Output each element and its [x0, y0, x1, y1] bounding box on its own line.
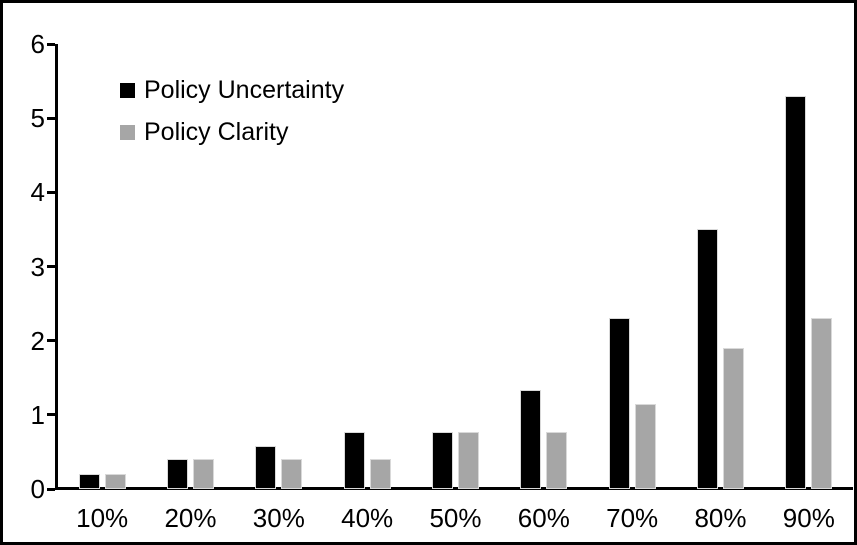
y-axis-tick — [47, 117, 55, 120]
bar-policy-clarity-10% — [104, 474, 126, 489]
x-axis-tick-label: 30% — [252, 503, 305, 533]
bar-policy-uncertainty-60% — [520, 390, 542, 489]
y-axis-line — [55, 44, 58, 490]
y-axis-tick-label: 3 — [30, 251, 45, 282]
bar-policy-uncertainty-90% — [785, 95, 807, 489]
bar-policy-clarity-90% — [811, 318, 833, 489]
x-axis-tick-label: 90% — [782, 503, 835, 533]
x-axis-line — [55, 487, 853, 490]
y-axis-tick — [47, 488, 55, 491]
bar-policy-clarity-80% — [723, 348, 744, 489]
bar-policy-uncertainty-50% — [432, 431, 453, 489]
x-axis-tick-label: 50% — [429, 503, 482, 533]
y-axis-tick — [47, 413, 55, 416]
y-axis-tick-label: 4 — [30, 177, 45, 208]
y-axis-tick-label: 1 — [30, 399, 45, 430]
y-axis-tick-label: 0 — [30, 474, 45, 504]
legend-label-policy-uncertainty: Policy Uncertainty — [144, 76, 345, 104]
y-axis-tick-label: 6 — [30, 29, 45, 59]
legend: Policy Uncertainty Policy Clarity — [120, 78, 344, 145]
y-axis-tick — [47, 191, 55, 194]
bar-policy-clarity-70% — [634, 403, 656, 489]
bar-policy-clarity-40% — [369, 459, 391, 489]
legend-item-policy-uncertainty: Policy Uncertainty — [120, 78, 344, 103]
x-axis-tick-label: 40% — [341, 503, 394, 533]
bar-policy-uncertainty-30% — [255, 445, 277, 489]
y-axis-tick — [47, 339, 55, 342]
x-axis-tick-label: 60% — [517, 503, 570, 533]
bar-policy-clarity-20% — [193, 459, 214, 489]
bar-policy-clarity-30% — [281, 459, 303, 489]
y-axis-tick-label: 2 — [30, 325, 45, 356]
x-axis-tick-label: 10% — [76, 503, 129, 533]
bar-policy-uncertainty-10% — [78, 474, 100, 489]
legend-item-policy-clarity: Policy Clarity — [120, 120, 344, 145]
y-axis-tick — [47, 265, 55, 268]
bar-policy-uncertainty-40% — [343, 431, 365, 489]
bar-policy-uncertainty-70% — [608, 318, 630, 489]
bar-policy-uncertainty-80% — [697, 229, 718, 489]
y-axis-tick — [47, 43, 55, 46]
bar-policy-clarity-60% — [546, 431, 568, 489]
legend-swatch-policy-uncertainty — [120, 83, 135, 98]
bar-policy-clarity-50% — [458, 431, 479, 489]
legend-label-policy-clarity: Policy Clarity — [144, 118, 289, 146]
y-axis-tick-label: 5 — [30, 103, 45, 134]
bar-policy-uncertainty-20% — [167, 459, 188, 489]
x-axis-tick-label: 20% — [164, 503, 217, 533]
x-axis-tick-label: 70% — [606, 503, 659, 533]
x-axis-tick-label: 80% — [694, 503, 747, 533]
legend-swatch-policy-clarity — [120, 125, 135, 140]
